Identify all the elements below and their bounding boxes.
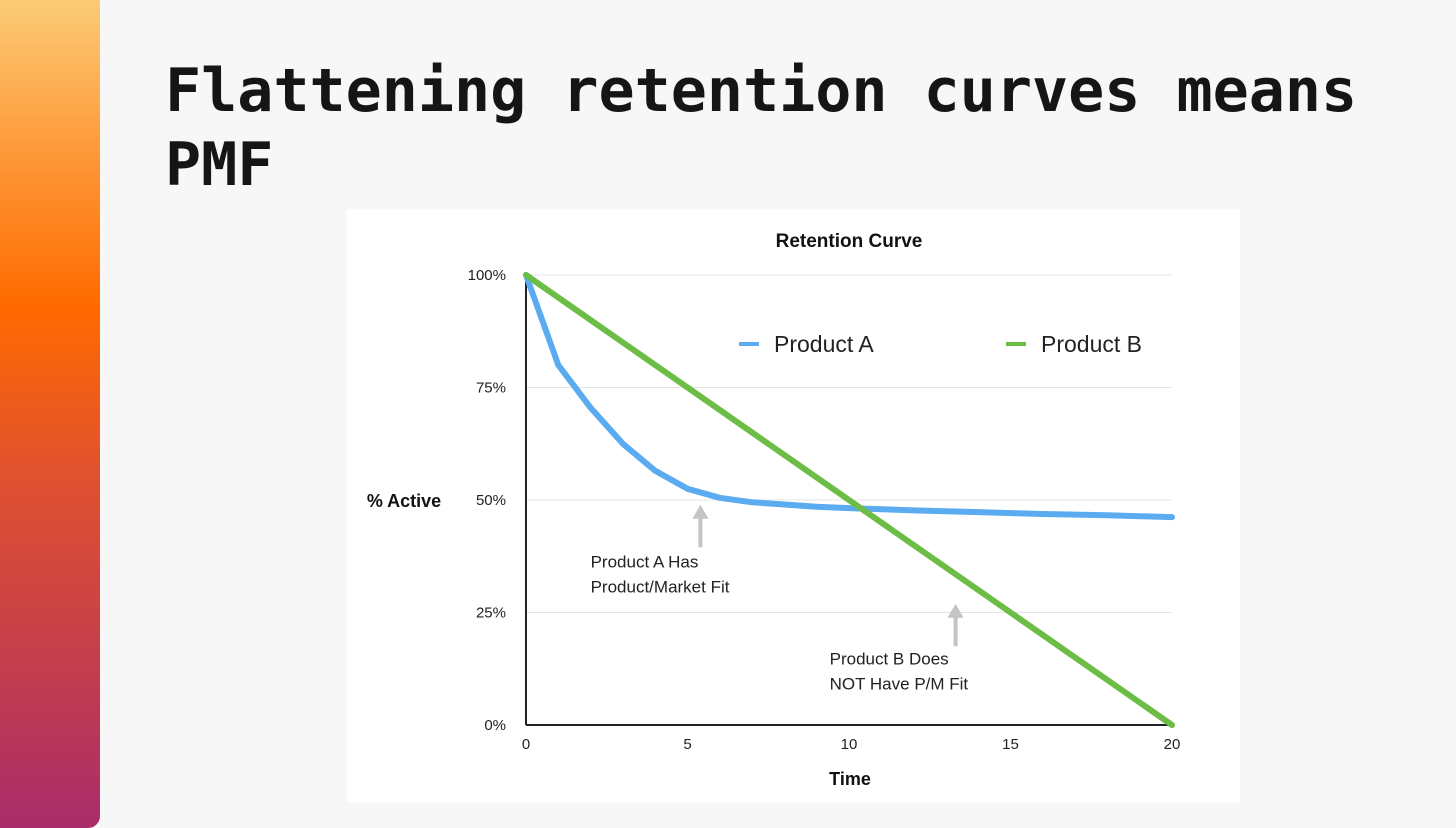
- annotation-arrow-head: [692, 504, 709, 519]
- x-tick-label: 15: [1002, 736, 1019, 753]
- y-tick-label: 50%: [476, 492, 506, 509]
- legend-label: Product A: [774, 331, 874, 357]
- chart-title: Retention Curve: [776, 231, 923, 252]
- series-lines: [523, 272, 1175, 728]
- x-tick-label: 5: [683, 736, 691, 753]
- x-tick-label: 0: [522, 736, 530, 753]
- chart-svg: Retention Curve 0%25%50%75%100%0 5 10 15 20 …: [367, 231, 1181, 789]
- accent-sidebar: [0, 0, 100, 828]
- legend: Product A Product B: [739, 331, 1142, 357]
- annotation-text-line: Product B Does: [830, 649, 949, 668]
- y-tick-label: 100%: [468, 267, 506, 284]
- x-tick-label: 20: [1164, 736, 1181, 753]
- y-tick-label: 75%: [476, 380, 506, 397]
- grid-lines: [526, 274, 1172, 613]
- y-tick-label: 25%: [476, 605, 506, 622]
- annotation-text-line: Product A Has: [591, 553, 699, 572]
- axes: 0% 25% 50% 75% 100% 0 5 10 15 20: [468, 267, 1181, 753]
- x-tick-label: 10: [841, 736, 858, 753]
- annotations: Product A Has Product/Market Fit Product B…: [591, 504, 969, 693]
- series-line-product-b: [523, 272, 1175, 728]
- annotation-arrow-head: [947, 603, 964, 618]
- annotation-text-line: Product/Market Fit: [591, 578, 730, 597]
- retention-chart: Retention Curve 0% 25% 50% 75% 100% 0 5 10 15 20 …: [347, 209, 1240, 803]
- legend-label: Product B: [1041, 331, 1142, 357]
- slide-title: Flattening retention curves means PMF: [165, 56, 1358, 200]
- y-axis-label: % Active: [367, 491, 441, 511]
- y-tick-label: 0%: [484, 717, 506, 734]
- annotation-text-line: NOT Have P/M Fit: [830, 674, 969, 693]
- series-line-product-a: [523, 272, 1175, 521]
- x-axis-label: Time: [829, 769, 871, 789]
